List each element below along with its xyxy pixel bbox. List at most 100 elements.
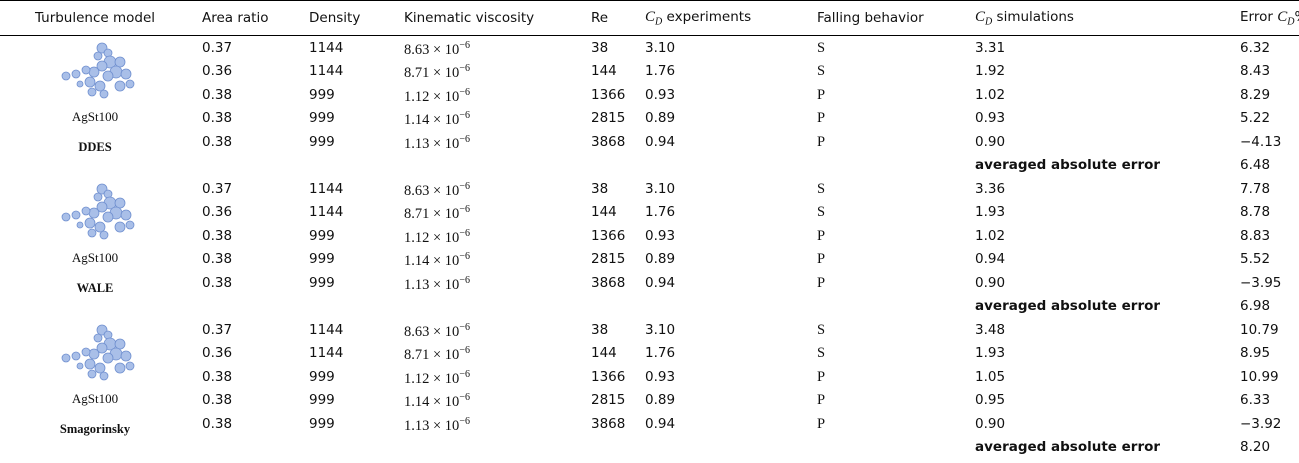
summary-label: averaged absolute error <box>975 439 1161 456</box>
cell-text: 3868 <box>591 274 626 291</box>
cell-text: 0.93 <box>645 368 676 385</box>
cell-text: 1.93 <box>975 345 1006 362</box>
empty-cell <box>392 154 579 178</box>
summary-label-cell: averaged absolute error <box>963 154 1228 178</box>
cell-text: 1.76 <box>645 345 676 362</box>
cell: 0.93 <box>633 83 805 107</box>
cell: P <box>805 224 963 248</box>
cell: 8.63 × 10−6 <box>392 36 579 60</box>
data-row: AgSt100 DDES 0.37 1144 8.63 × 10−6 38 3.10 S 3.3… <box>0 36 1299 154</box>
data-row: 0.36 1144 8.71 × 10−6 144 1.76 S 1.92 8.43 <box>0 60 1299 84</box>
data-row: 0.38 999 1.14 × 10−6 2815 0.89 P 0.93 5.22 <box>0 107 1299 131</box>
cell: 3868 <box>579 271 633 295</box>
viscosity-base: 8.71 × 10 <box>404 65 460 82</box>
data-row: 0.38 999 1.13 × 10−6 3868 0.94 P 0.90 −3.92 <box>0 412 1299 436</box>
cell-text: 0.36 <box>202 204 233 221</box>
cell: 0.38 <box>190 412 297 436</box>
cell: 0.93 <box>633 365 805 389</box>
data-row: 0.38 999 1.13 × 10−6 3868 0.94 P 0.90 −3.95 <box>0 271 1299 295</box>
cell: 1.12 × 10−6 <box>392 224 579 248</box>
cell: 1366 <box>579 365 633 389</box>
cell: 1.13 × 10−6 <box>392 412 579 436</box>
cell: 38 <box>579 36 633 60</box>
cell: 3868 <box>579 412 633 436</box>
cell-text: 3868 <box>591 133 626 150</box>
cell-text: P <box>817 392 826 409</box>
data-row: 0.36 1144 8.71 × 10−6 144 1.76 S 1.93 8.95 <box>0 342 1299 366</box>
viscosity-base: 8.71 × 10 <box>404 347 460 364</box>
cell: 1.76 <box>633 201 805 225</box>
cell-text: 10.99 <box>1240 368 1279 385</box>
cell-text: 1.93 <box>975 204 1006 221</box>
cell-text: 0.93 <box>645 86 676 103</box>
cell: 0.90 <box>963 412 1228 436</box>
cell-text: 2815 <box>591 392 626 409</box>
data-row: AgSt100 WALE 0.37 1144 8.63 × 10−6 38 3.10 S 3.3… <box>0 177 1299 295</box>
header-text: Area ratio <box>202 10 269 26</box>
viscosity-base: 8.63 × 10 <box>404 182 460 199</box>
cell: 144 <box>579 342 633 366</box>
cell-text: 3.10 <box>645 180 676 197</box>
model-name: DDES <box>78 140 112 154</box>
cell-text: 3868 <box>591 415 626 432</box>
cell: 0.94 <box>633 130 805 154</box>
cell: 1.76 <box>633 60 805 84</box>
particle-name: AgSt100 <box>71 109 119 124</box>
cell-text: 1144 <box>309 39 344 56</box>
cell: S <box>805 177 963 201</box>
cell-text: 0.36 <box>202 345 233 362</box>
cell: 1366 <box>579 224 633 248</box>
cell-text: 0.94 <box>645 133 676 150</box>
data-row: 0.38 999 1.14 × 10−6 2815 0.89 P 0.94 5.52 <box>0 248 1299 272</box>
viscosity-exponent: −6 <box>459 110 470 122</box>
cell: 1366 <box>579 83 633 107</box>
viscosity-exponent: −6 <box>459 63 470 75</box>
cell-text: 1144 <box>309 345 344 362</box>
data-row: 0.38 999 1.14 × 10−6 2815 0.89 P 0.95 6.33 <box>0 389 1299 413</box>
empty-cell <box>297 154 392 178</box>
data-row: AgSt100 Smagorinsky 0.37 1144 8.63 × 10−6 38 3… <box>0 318 1299 436</box>
cell: 3.10 <box>633 36 805 60</box>
cell: P <box>805 107 963 131</box>
empty-cell <box>633 154 805 178</box>
cell: 0.37 <box>190 36 297 60</box>
cell: 0.89 <box>633 107 805 131</box>
cell-text: 1.05 <box>975 368 1006 385</box>
cell-text: 38 <box>591 321 609 338</box>
summary-label: averaged absolute error <box>975 298 1161 315</box>
cell: P <box>805 248 963 272</box>
cell: 0.38 <box>190 248 297 272</box>
viscosity-base: 8.71 × 10 <box>404 206 460 223</box>
cell: 3.36 <box>963 177 1228 201</box>
cell: 1.02 <box>963 224 1228 248</box>
cell: 0.38 <box>190 365 297 389</box>
cell: −4.13 <box>1228 130 1299 154</box>
cell: 999 <box>297 224 392 248</box>
cell: P <box>805 83 963 107</box>
cell-text: 0.37 <box>202 180 233 197</box>
header-cell: CD experiments <box>633 0 805 36</box>
empty-cell <box>805 154 963 178</box>
model-name: Smagorinsky <box>59 422 131 436</box>
empty-cell <box>190 295 297 319</box>
viscosity-base: 1.13 × 10 <box>404 276 460 293</box>
cell: 6.32 <box>1228 36 1299 60</box>
cell: 1144 <box>297 318 392 342</box>
cell: 2815 <box>579 248 633 272</box>
header-subscript: D <box>1287 16 1295 28</box>
cell: 3868 <box>579 130 633 154</box>
viscosity-base: 1.14 × 10 <box>404 394 460 411</box>
cell: 0.93 <box>633 224 805 248</box>
viscosity-base: 1.12 × 10 <box>404 370 460 387</box>
cell-text: 5.22 <box>1240 110 1271 127</box>
summary-row: averaged absolute error 6.48 <box>0 154 1299 178</box>
model-cell: AgSt100 DDES <box>0 36 190 178</box>
header-text: Re <box>591 10 609 26</box>
cell: 8.29 <box>1228 83 1299 107</box>
cell-text: −3.92 <box>1240 415 1282 432</box>
cell-text: 8.78 <box>1240 204 1271 221</box>
cell-text: P <box>817 274 826 291</box>
data-row: 0.38 999 1.12 × 10−6 1366 0.93 P 1.02 8.29 <box>0 83 1299 107</box>
particle-image <box>61 183 135 240</box>
